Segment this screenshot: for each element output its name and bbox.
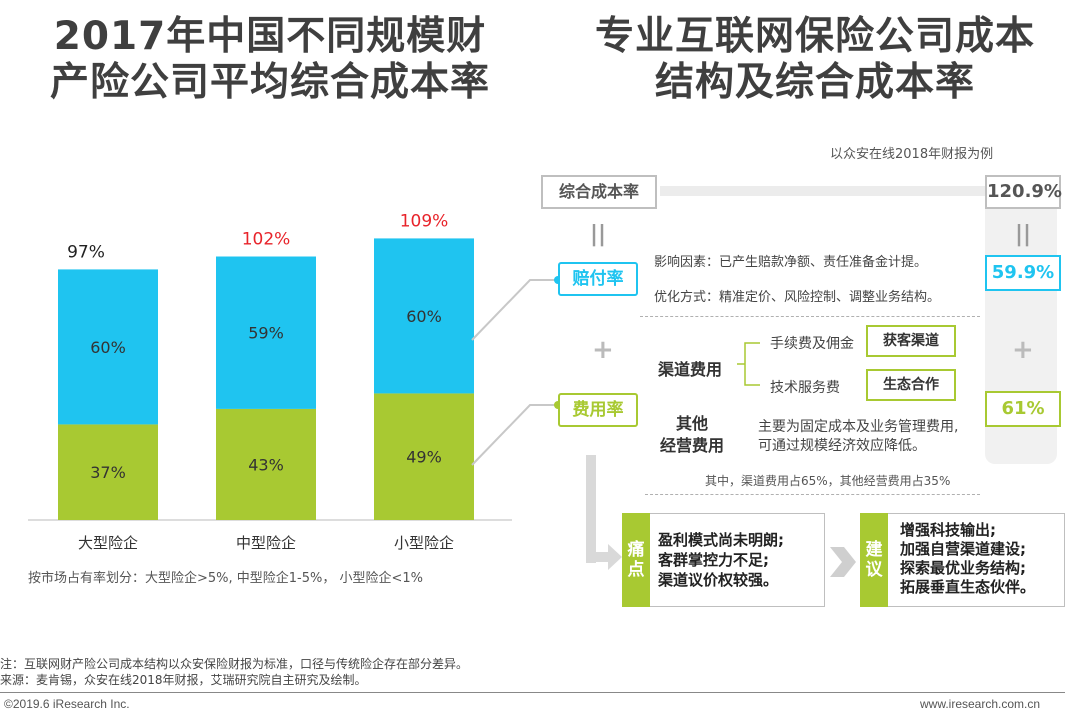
pain-item: 渠道议价权较强。 [658,571,779,589]
left-title: 2017年中国不同规模财 产险公司平均综合成本率 [20,14,520,106]
tech-service-tag: 生态合作 [866,369,956,401]
suggest-item: 增强科技输出; [900,521,996,539]
pain-points-list: 盈利模式尚未明朗; 客群掌控力不足; 渠道议价权较强。 [658,530,784,590]
other-cost-label-line1: 其他 [676,414,709,433]
claims-rate-box: 赔付率 [558,262,638,296]
footer-divider [0,692,1065,693]
bar-segment-label: 59% [248,324,284,343]
category-tick-label: 小型险企 [394,534,454,552]
bar-segment-top [58,269,158,425]
divider-2 [645,494,980,495]
claims-value: 59.9% [985,255,1061,291]
footer-notes: 注：互联网财产险公司成本结构以众安保险财报为标准，口径与传统险企存在部分差异。 … [0,656,468,688]
tech-service-label: 技术服务费 [770,380,840,396]
chevron-right-icon [830,547,856,577]
pain-points-box [622,513,825,607]
suggestions-list: 增强科技输出; 加强自营渠道建设; 探索最优业务结构; 拓展垂直生态伙伴。 [900,521,1035,597]
down-arrow-shaft [586,455,596,563]
other-cost-desc-line2: 可通过规模经济效应降低。 [758,438,926,454]
example-note: 以众安在线2018年财报为例 [830,147,994,162]
category-tick-label: 大型险企 [78,534,138,552]
bar-segment-bottom [216,408,316,520]
other-cost-desc: 主要为固定成本及业务管理费用, 可通过规模经济效应降低。 [758,418,958,456]
combined-cost-box: 综合成本率 [541,175,657,209]
pain-points-tag: 痛 点 [622,513,650,607]
left-title-line2: 产险公司平均综合成本率 [49,60,490,105]
pain-tag-char1: 痛 [627,540,645,560]
expense-share-note: 其中，渠道费用占65%，其他经营费用占35% [705,474,951,488]
bar-segment-label: 60% [406,307,442,326]
footer-source: 来源：麦肯锡，众安在线2018年财报，艾瑞研究院自主研究及绘制。 [0,673,367,687]
plus-sign-right: + [1012,335,1034,365]
bar-segment-top [216,256,316,409]
down-arrow-turn [596,552,610,562]
equals-sign-right: || [1015,222,1032,247]
bar-total-label: 102% [242,230,291,250]
suggest-item: 探索最优业务结构; [900,559,1026,577]
pain-item: 客群掌控力不足; [658,551,769,569]
copyright: ©2019.6 iResearch Inc. [4,697,130,711]
expense-rate-box: 费用率 [558,393,638,427]
plus-sign-left: + [592,335,614,365]
commission-tag: 获客渠道 [866,325,956,357]
channel-bracket [737,342,760,386]
left-title-line1: 2017年中国不同规模财 [53,14,487,59]
other-cost-desc-line1: 主要为固定成本及业务管理费用, [758,419,959,435]
connector-lines [471,276,560,466]
other-cost-label-line2: 经营费用 [660,436,725,455]
combined-value: 120.9% [985,175,1062,209]
suggestions-box [860,513,1065,607]
bar-total-label: 109% [400,211,449,231]
bar-segment-top [374,238,474,394]
category-tick-label: 中型险企 [236,534,296,552]
pain-item: 盈利模式尚未明朗; [658,531,784,549]
other-cost-label: 其他 经营费用 [660,413,724,457]
bar-segment-bottom [58,424,158,520]
suggest-item: 拓展垂直生态伙伴。 [900,578,1036,596]
suggest-tag-char2: 议 [865,560,883,580]
bar-segment-label: 60% [90,338,126,357]
expense-value: 61% [985,391,1061,427]
divider-1 [640,316,980,317]
equals-sign-left: || [590,222,607,247]
footer-note: 注：互联网财产险公司成本结构以众安保险财报为标准，口径与传统险企存在部分差异。 [0,657,469,671]
right-title-line2: 结构及综合成本率 [654,60,975,105]
suggestions-tag: 建 议 [860,513,888,607]
bar-segment-bottom [374,393,474,520]
right-title-line1: 专业互联网保险公司成本 [594,14,1035,59]
right-title: 专业互联网保险公司成本 结构及综合成本率 [555,14,1075,106]
commission-label: 手续费及佣金 [770,336,854,352]
website-link[interactable]: www.iresearch.com.cn [920,697,1041,711]
suggest-item: 加强自营渠道建设; [900,540,1026,558]
claims-optimize: 优化方式：精准定价、风险控制、调整业务结构。 [654,290,941,305]
claims-factors: 影响因素：已产生赔款净额、责任准备金计提。 [654,255,928,270]
bar-total-label: 97% [67,242,105,262]
suggest-tag-char1: 建 [865,540,883,560]
bar-segment-label: 43% [248,455,284,474]
pain-tag-char2: 点 [627,560,645,580]
right-arrow-head [608,544,622,570]
bar-segment-label: 49% [406,448,442,467]
channel-cost-label: 渠道费用 [658,360,723,379]
chart-note: 按市场占有率划分：大型险企>5%, 中型险企1-5%， 小型险企<1% [28,571,424,586]
combined-bar [660,186,985,196]
stacked-bar-chart: 37% 60% 97% 大型险企 43% 59% 102% 中型险企 49% 60% 109% 小型险… [28,211,512,552]
bar-segment-label: 37% [90,463,126,482]
